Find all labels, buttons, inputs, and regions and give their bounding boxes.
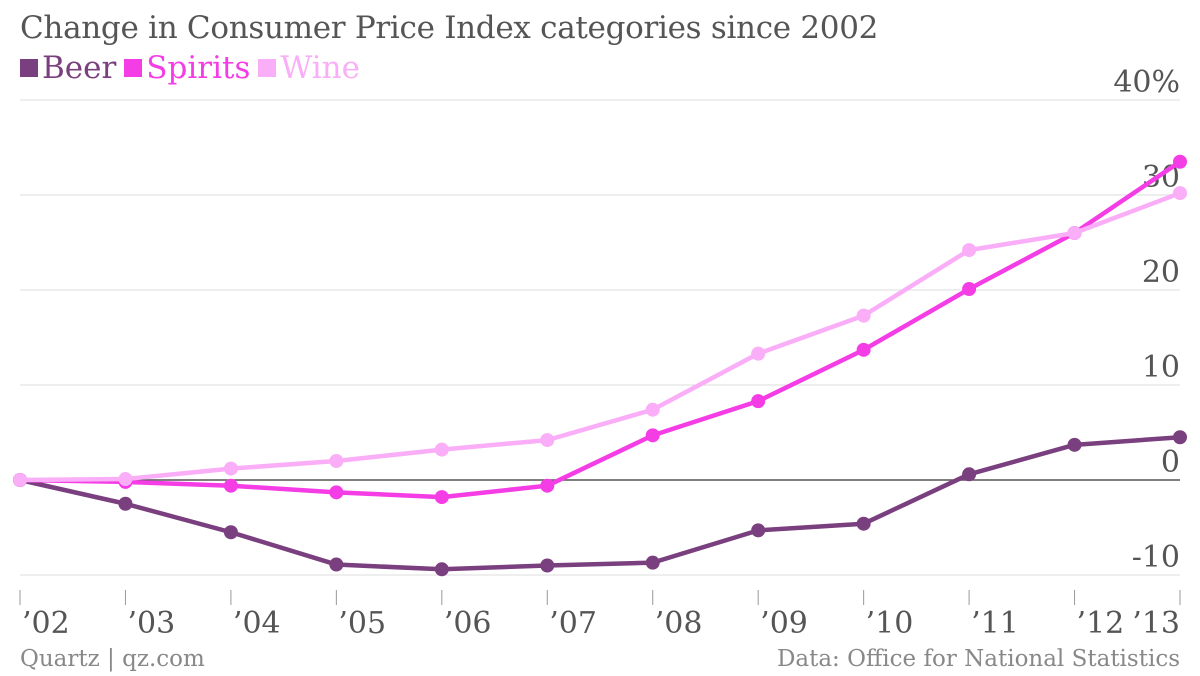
x-tick-label: ’07 [549, 606, 597, 641]
data-point-wine [13, 473, 27, 487]
data-point-spirits [1173, 154, 1187, 169]
x-tick-label: ’12 [1077, 606, 1125, 641]
data-point-wine [118, 472, 133, 487]
chart-legend: Beer Spirits Wine [20, 50, 368, 86]
x-tick-label: ’10 [866, 606, 914, 641]
data-point-beer [329, 557, 344, 572]
data-point-spirits [751, 394, 766, 409]
series-line-wine [17, 190, 1183, 483]
data-point-beer [645, 555, 660, 570]
data-point-wine [856, 308, 871, 323]
x-tick-label: ’03 [127, 606, 175, 641]
data-point-wine [1173, 186, 1187, 201]
x-tick-label: ’13 [1132, 606, 1180, 641]
grid-layer [20, 99, 1180, 576]
data-point-spirits [223, 478, 238, 493]
data-point-beer [434, 562, 449, 577]
y-tick-label: 10 [1142, 350, 1180, 385]
y-tick-label: 20 [1142, 255, 1180, 290]
data-point-wine [434, 442, 449, 457]
legend-swatch-spirits [124, 59, 143, 77]
legend-label-spirits: Spirits [146, 50, 251, 86]
data-point-beer [1173, 430, 1187, 445]
data-point-spirits [962, 282, 977, 297]
x-tick-label: ’08 [655, 606, 703, 641]
data-point-spirits [645, 428, 660, 443]
legend-swatch-wine [258, 59, 277, 77]
x-tick-label: ’05 [338, 606, 386, 641]
data-point-wine [540, 433, 555, 448]
chart-title: Change in Consumer Price Index categorie… [20, 10, 879, 46]
legend-swatch-beer [20, 59, 38, 77]
data-point-beer [223, 525, 238, 540]
x-tick-label: ’02 [22, 606, 70, 641]
data-point-wine [1067, 226, 1082, 240]
series-spirits [13, 154, 1187, 505]
series-wine [13, 186, 1187, 487]
data-point-wine [751, 346, 766, 361]
y-tick-label: 40% [1113, 65, 1180, 100]
data-point-beer [856, 516, 871, 531]
y-tick-label: 0 [1161, 445, 1180, 480]
data-point-beer [540, 558, 555, 573]
data-point-spirits [329, 485, 344, 500]
data-point-spirits [540, 478, 555, 493]
footer-credit: Quartz | qz.com [20, 646, 205, 672]
data-point-wine [645, 402, 660, 417]
data-point-beer [962, 467, 977, 482]
series-line-beer [17, 435, 1183, 572]
data-point-spirits [856, 342, 871, 357]
legend-label-wine: Wine [280, 50, 360, 86]
legend-item-spirits: Spirits [124, 50, 250, 86]
x-tick-label: ’06 [444, 606, 492, 641]
x-axis: ’02 ’03 ’04 ’05 ’06 ’07 ’08 ’09 ’10 ’11 ’12’13 [19, 590, 1181, 641]
data-point-beer [1067, 437, 1082, 452]
y-tick-label: -10 [1132, 540, 1180, 575]
legend-label-beer: Beer [42, 50, 117, 86]
x-tick-label: ’09 [760, 606, 808, 641]
series-layer [13, 154, 1187, 577]
x-tick-label: ’04 [233, 606, 281, 641]
series-line-spirits [17, 159, 1183, 500]
data-point-spirits [434, 490, 449, 505]
legend-item-beer: Beer [20, 50, 116, 86]
data-point-beer [118, 496, 133, 511]
legend-item-wine: Wine [258, 50, 360, 86]
x-tick-label: ’11 [971, 606, 1019, 641]
footer-source: Data: Office for National Statistics [776, 646, 1180, 672]
series-beer [13, 430, 1187, 577]
data-point-beer [751, 523, 766, 538]
data-point-wine [329, 454, 344, 468]
data-point-wine [962, 243, 977, 258]
data-point-wine [223, 461, 238, 476]
